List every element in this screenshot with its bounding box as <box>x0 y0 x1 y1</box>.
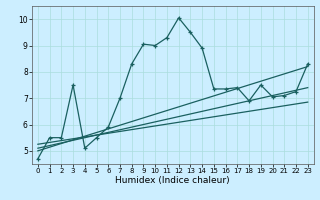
X-axis label: Humidex (Indice chaleur): Humidex (Indice chaleur) <box>116 176 230 185</box>
